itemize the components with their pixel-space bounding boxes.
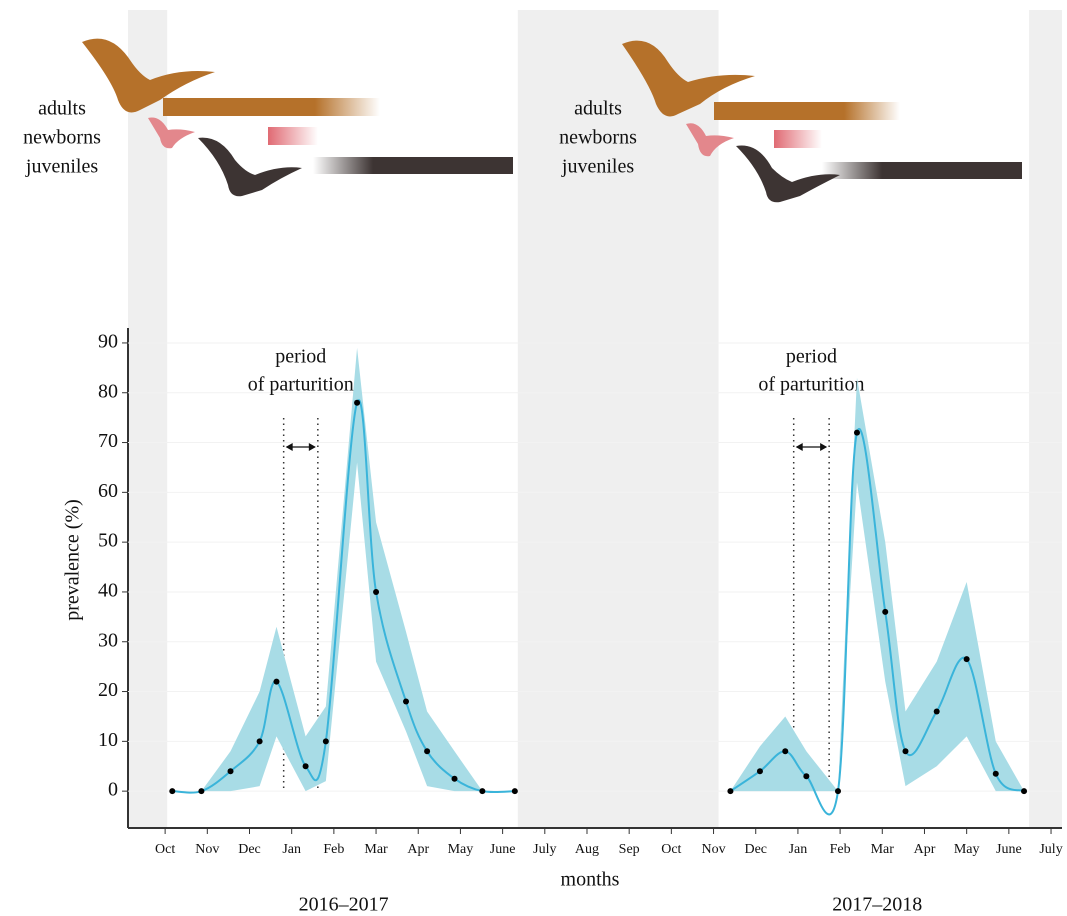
x-tick-label: Nov xyxy=(701,842,725,857)
newborns-bar xyxy=(774,130,822,148)
stage-label: adults xyxy=(574,98,622,120)
y-tick-label: 90 xyxy=(98,331,118,353)
unsampled-period xyxy=(1029,10,1062,828)
x-tick-label: May xyxy=(954,842,980,857)
x-tick-label: Jan xyxy=(789,842,808,857)
data-point xyxy=(354,399,361,406)
arrow-head xyxy=(795,443,828,451)
y-tick-label: 10 xyxy=(98,729,118,751)
y-axis-label: prevalence (%) xyxy=(62,499,84,621)
newborns-bar xyxy=(268,127,318,145)
data-point xyxy=(1021,788,1028,795)
y-tick-label: 40 xyxy=(98,580,118,602)
x-tick-label: Dec xyxy=(744,842,767,857)
annotation: of parturition xyxy=(248,374,354,396)
x-tick-label: Dec xyxy=(238,842,261,857)
y-tick-label: 0 xyxy=(108,779,118,801)
data-point xyxy=(963,656,970,663)
x-tick-label: Feb xyxy=(323,842,344,857)
y-tick-label: 30 xyxy=(98,629,118,651)
juveniles-bar xyxy=(313,157,513,174)
life-stage-bars xyxy=(163,98,1022,179)
data-point xyxy=(227,768,234,775)
adults-bar xyxy=(714,102,900,120)
y-tick-label: 70 xyxy=(98,430,118,452)
stage-label: juveniles xyxy=(561,156,634,178)
adult-bat xyxy=(622,40,755,117)
stage-label: adults xyxy=(38,98,86,120)
data-point xyxy=(451,775,458,782)
x-tick-label: Aug xyxy=(575,842,599,857)
arrow-head xyxy=(285,443,316,451)
x-tick-label: Apr xyxy=(914,842,936,857)
data-point xyxy=(273,678,280,685)
data-point xyxy=(198,788,205,795)
x-tick-label: Jan xyxy=(282,842,301,857)
bat-icons xyxy=(82,38,840,203)
season-label: 2017–2018 xyxy=(832,894,922,916)
annotation: of parturition xyxy=(758,374,864,396)
newborn-bat xyxy=(686,123,734,157)
x-tick-label: June xyxy=(996,842,1022,857)
newborn-bat xyxy=(148,117,195,149)
x-tick-label: Sep xyxy=(619,842,640,857)
data-point xyxy=(256,738,263,745)
x-tick-label: June xyxy=(490,842,516,857)
data-point xyxy=(479,788,486,795)
adults-bar xyxy=(163,98,380,116)
x-tick-label: Mar xyxy=(364,842,388,857)
data-point xyxy=(933,708,940,715)
data-point xyxy=(322,738,329,745)
annotation: period xyxy=(275,346,326,368)
season-label: 2016–2017 xyxy=(299,894,389,916)
x-tick-label: Apr xyxy=(407,842,429,857)
x-tick-label: May xyxy=(448,842,474,857)
x-tick-label: Oct xyxy=(155,842,175,857)
data-point xyxy=(756,768,763,775)
data-point xyxy=(992,770,999,777)
juvenile-bat xyxy=(198,137,302,197)
confidence-band xyxy=(730,377,1025,792)
x-tick-label: Nov xyxy=(195,842,219,857)
juveniles-bar xyxy=(822,162,1022,179)
data-point xyxy=(782,748,789,755)
stage-label: juveniles xyxy=(25,156,98,178)
y-tick-label: 60 xyxy=(98,480,118,502)
x-tick-label: July xyxy=(1039,842,1062,857)
x-tick-label: Mar xyxy=(871,842,895,857)
data-point xyxy=(403,698,410,705)
adult-bat xyxy=(82,38,215,113)
data-point xyxy=(902,748,909,755)
data-point xyxy=(882,608,889,615)
data-point xyxy=(727,788,734,795)
y-tick-label: 80 xyxy=(98,380,118,402)
y-tick-label: 20 xyxy=(98,679,118,701)
data-point xyxy=(169,788,176,795)
data-point xyxy=(302,763,309,770)
stage-label: newborns xyxy=(23,127,101,149)
prevalence-line xyxy=(172,399,515,794)
confidence-band xyxy=(172,347,515,792)
data-point xyxy=(834,788,841,795)
x-tick-label: Oct xyxy=(661,842,681,857)
data-point xyxy=(424,748,431,755)
data-point xyxy=(511,788,518,795)
data-point xyxy=(803,773,810,780)
y-tick-label: 50 xyxy=(98,530,118,552)
stage-label: newborns xyxy=(559,127,637,149)
x-tick-label: Feb xyxy=(830,842,851,857)
juvenile-bat xyxy=(736,145,840,203)
x-tick-label: July xyxy=(533,842,556,857)
data-point xyxy=(853,429,860,436)
x-axis-label: months xyxy=(561,869,620,891)
annotation: period xyxy=(786,346,837,368)
data-point xyxy=(373,588,380,595)
